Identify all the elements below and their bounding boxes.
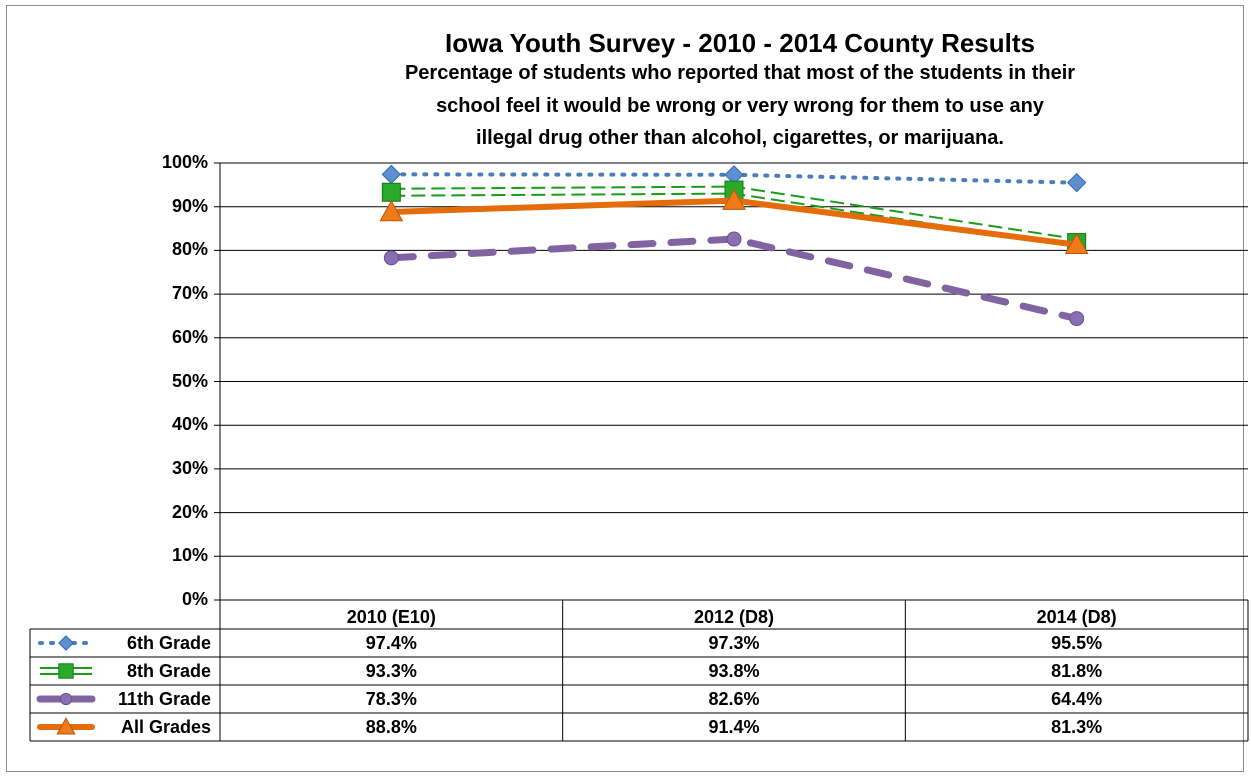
y-tick-label: 10% xyxy=(171,545,208,566)
point-11th-grade xyxy=(383,250,399,266)
data-label-6th-grade: 95.5% xyxy=(1051,633,1103,653)
y-tick-label: 50% xyxy=(171,370,208,391)
legend-label-all-grades: All Grades xyxy=(120,717,211,737)
data-label-11th-grade: 78.3% xyxy=(365,689,417,709)
data-label-8th-grade: 93.8% xyxy=(708,661,760,681)
chart-subtitle-line-2: school feel it would be wrong or very wr… xyxy=(436,95,1044,117)
point-all-grades xyxy=(1064,232,1089,255)
chart-subtitle-line-1: Percentage of students who reported that… xyxy=(404,62,1076,84)
category-label: 2014 (D8) xyxy=(1036,607,1117,627)
legend-label-11th-grade: 11th Grade xyxy=(117,689,211,709)
chart-frame xyxy=(6,5,1244,772)
y-tick-label: 20% xyxy=(171,501,208,522)
y-tick-label: 0% xyxy=(181,589,208,609)
point-11th-grade xyxy=(726,231,742,247)
data-label-6th-grade: 97.4% xyxy=(365,633,417,653)
series-line-11th-grade xyxy=(387,235,1081,323)
point-11th-grade xyxy=(1069,311,1085,327)
legend-key-marker-11th-grade xyxy=(59,692,73,706)
data-label-all-grades: 91.4% xyxy=(708,717,760,737)
legend-key-marker-6th-grade xyxy=(58,635,74,651)
y-tick-label: 70% xyxy=(171,283,208,304)
y-tick-label: 30% xyxy=(171,457,208,478)
point-6th-grade xyxy=(1066,172,1087,193)
data-label-6th-grade: 97.3% xyxy=(708,633,760,653)
y-tick-label: 90% xyxy=(171,195,208,216)
data-label-8th-grade: 81.8% xyxy=(1051,661,1103,681)
y-tick-label: 100% xyxy=(161,152,208,172)
point-all-grades xyxy=(722,188,746,210)
data-label-all-grades: 88.8% xyxy=(365,717,417,737)
data-label-11th-grade: 64.4% xyxy=(1051,689,1103,709)
point-8th-grade xyxy=(381,182,401,202)
point-6th-grade xyxy=(381,164,402,185)
chart-title: Iowa Youth Survey - 2010 - 2014 County R… xyxy=(444,28,1035,58)
y-tick-label: 40% xyxy=(171,414,208,435)
legend-key-marker-all-grades xyxy=(56,717,76,735)
point-all-grades xyxy=(379,199,404,222)
y-tick-label: 60% xyxy=(171,326,208,347)
legend-label-8th-grade: 8th Grade xyxy=(126,661,211,681)
legend-label-6th-grade: 6th Grade xyxy=(126,633,211,653)
chart-subtitle-line-3: illegal drug other than alcohol, cigaret… xyxy=(476,127,1004,149)
data-label-11th-grade: 82.6% xyxy=(708,689,760,709)
category-label: 2010 (E10) xyxy=(346,607,436,627)
category-label: 2012 (D8) xyxy=(693,607,774,627)
y-tick-label: 80% xyxy=(171,239,208,260)
data-label-8th-grade: 93.3% xyxy=(365,661,417,681)
legend-key-marker-8th-grade xyxy=(58,663,74,679)
data-label-all-grades: 81.3% xyxy=(1051,717,1103,737)
